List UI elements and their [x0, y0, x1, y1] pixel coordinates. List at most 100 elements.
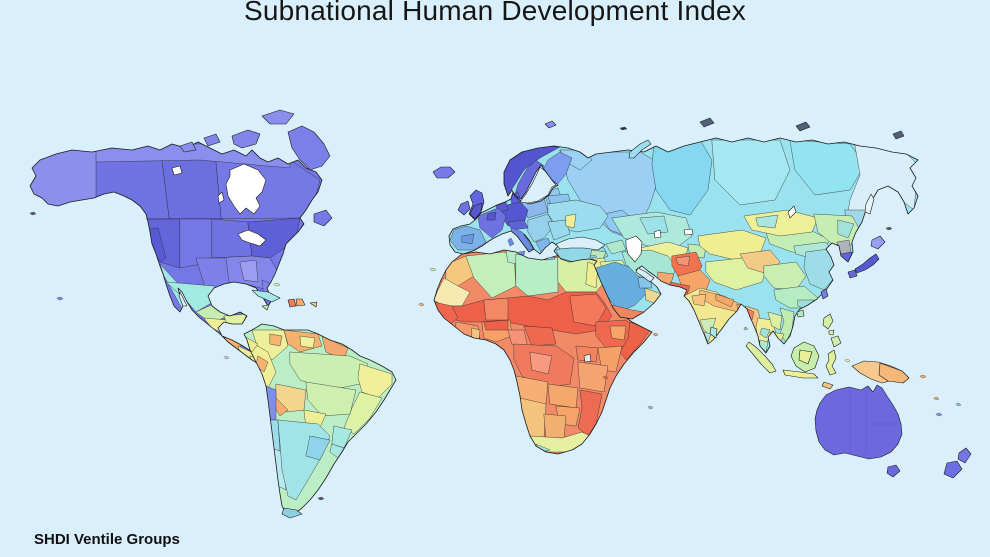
tierra-del-fuego: [281, 507, 303, 519]
caspian-sea: [625, 235, 643, 263]
crete: [546, 256, 556, 261]
jamaica: [261, 304, 270, 311]
solomon-islands: [919, 374, 927, 379]
luzon: [822, 313, 834, 330]
caucasus: [605, 239, 627, 255]
mauritius-reunion: [647, 405, 654, 410]
legend-title: SHDI Ventile Groups: [34, 531, 180, 548]
andaman-islands: [743, 326, 749, 331]
socotra: [652, 332, 659, 337]
persian-gulf: [635, 267, 655, 283]
cyprus: [589, 254, 598, 259]
kazakhstan-north: [639, 215, 669, 235]
libya: [515, 253, 559, 297]
south-america-coastline: [243, 323, 397, 515]
taiwan: [820, 288, 829, 300]
mongolia: [743, 209, 819, 237]
malawi-mozambique: [577, 389, 603, 437]
chile-north: [265, 385, 277, 421]
laos: [767, 311, 783, 331]
victoria-island: [231, 129, 261, 149]
nepal: [715, 293, 735, 308]
dominican-republic: [295, 298, 306, 307]
baltic-sea: [519, 166, 557, 204]
arctic-island-1: [203, 133, 221, 147]
nigeria-north: [483, 319, 509, 331]
hawaii: [56, 296, 64, 301]
aral-sea: [653, 229, 662, 239]
aleutians: [29, 211, 37, 216]
france: [477, 207, 507, 239]
galapagos: [223, 355, 230, 360]
wrangel-island: [892, 130, 905, 140]
novaya-zemlya: [628, 139, 652, 159]
madrid-region: [461, 233, 475, 245]
new-siberian-islands: [795, 121, 811, 132]
england-south: [469, 202, 483, 220]
kerala: [703, 331, 712, 343]
visayas: [828, 329, 835, 336]
sudan: [569, 293, 607, 327]
tanzania: [577, 361, 609, 393]
us-mississippi: [239, 259, 259, 283]
nz-north-island: [957, 447, 972, 464]
sumatra: [745, 341, 777, 374]
ireland: [457, 200, 471, 216]
sicily: [518, 250, 526, 256]
iceland: [432, 166, 456, 179]
hudson-bay: [225, 163, 267, 215]
lake-balkhash: [683, 228, 694, 236]
manchuria-east: [837, 219, 855, 239]
south-america-regions: [244, 324, 396, 514]
niger-west: [483, 297, 509, 321]
baffin-island: [287, 125, 331, 171]
papua-new-guinea: [878, 362, 910, 384]
romania-bulgaria: [547, 219, 571, 241]
tasmania: [886, 464, 901, 478]
great-bear-lake: [171, 165, 183, 176]
cuba: [251, 289, 281, 303]
ecuador: [244, 335, 259, 353]
fiji: [955, 402, 962, 407]
kalimantan-east: [798, 349, 813, 365]
kyushu-shikoku: [847, 269, 858, 279]
comoros: [602, 375, 609, 380]
canary-islands: [429, 267, 437, 272]
brazil-north: [289, 351, 369, 391]
colombia-interior: [269, 333, 283, 347]
lake-winnipeg: [217, 191, 225, 204]
afghanistan-north: [675, 255, 691, 267]
cape-verde: [418, 302, 425, 307]
nz-south-island: [943, 460, 963, 479]
lake-victoria: [583, 353, 592, 363]
centralafrica: [523, 325, 557, 347]
drcongo-central: [529, 351, 553, 375]
vanuatu: [933, 396, 940, 401]
arctic-island-2: [179, 141, 197, 153]
yakutia: [789, 139, 866, 196]
australia: [814, 384, 903, 460]
brazil-central: [305, 381, 357, 417]
honshu: [854, 253, 880, 274]
venezuela-east: [299, 335, 316, 349]
haiti: [287, 298, 297, 308]
alaska: [30, 145, 97, 213]
hokkaido: [870, 235, 886, 250]
lake-baikal: [787, 205, 797, 219]
sardinia: [507, 237, 515, 247]
map-title: Subnational Human Development Index: [244, 0, 746, 26]
franz-josef-land: [619, 126, 628, 131]
mongolia-north: [755, 214, 779, 229]
brazil-south: [331, 425, 353, 449]
argentina-pampas: [305, 435, 331, 461]
north-america-coastline: [29, 141, 323, 369]
botswana: [543, 413, 567, 439]
zambia: [547, 383, 579, 409]
africa-regions: [434, 250, 652, 454]
west-siberia: [651, 139, 713, 216]
new-caledonia: [935, 412, 943, 417]
eurasia-regions: [449, 138, 918, 353]
mexico-south: [203, 317, 229, 335]
gulf-of-california: [178, 291, 188, 307]
